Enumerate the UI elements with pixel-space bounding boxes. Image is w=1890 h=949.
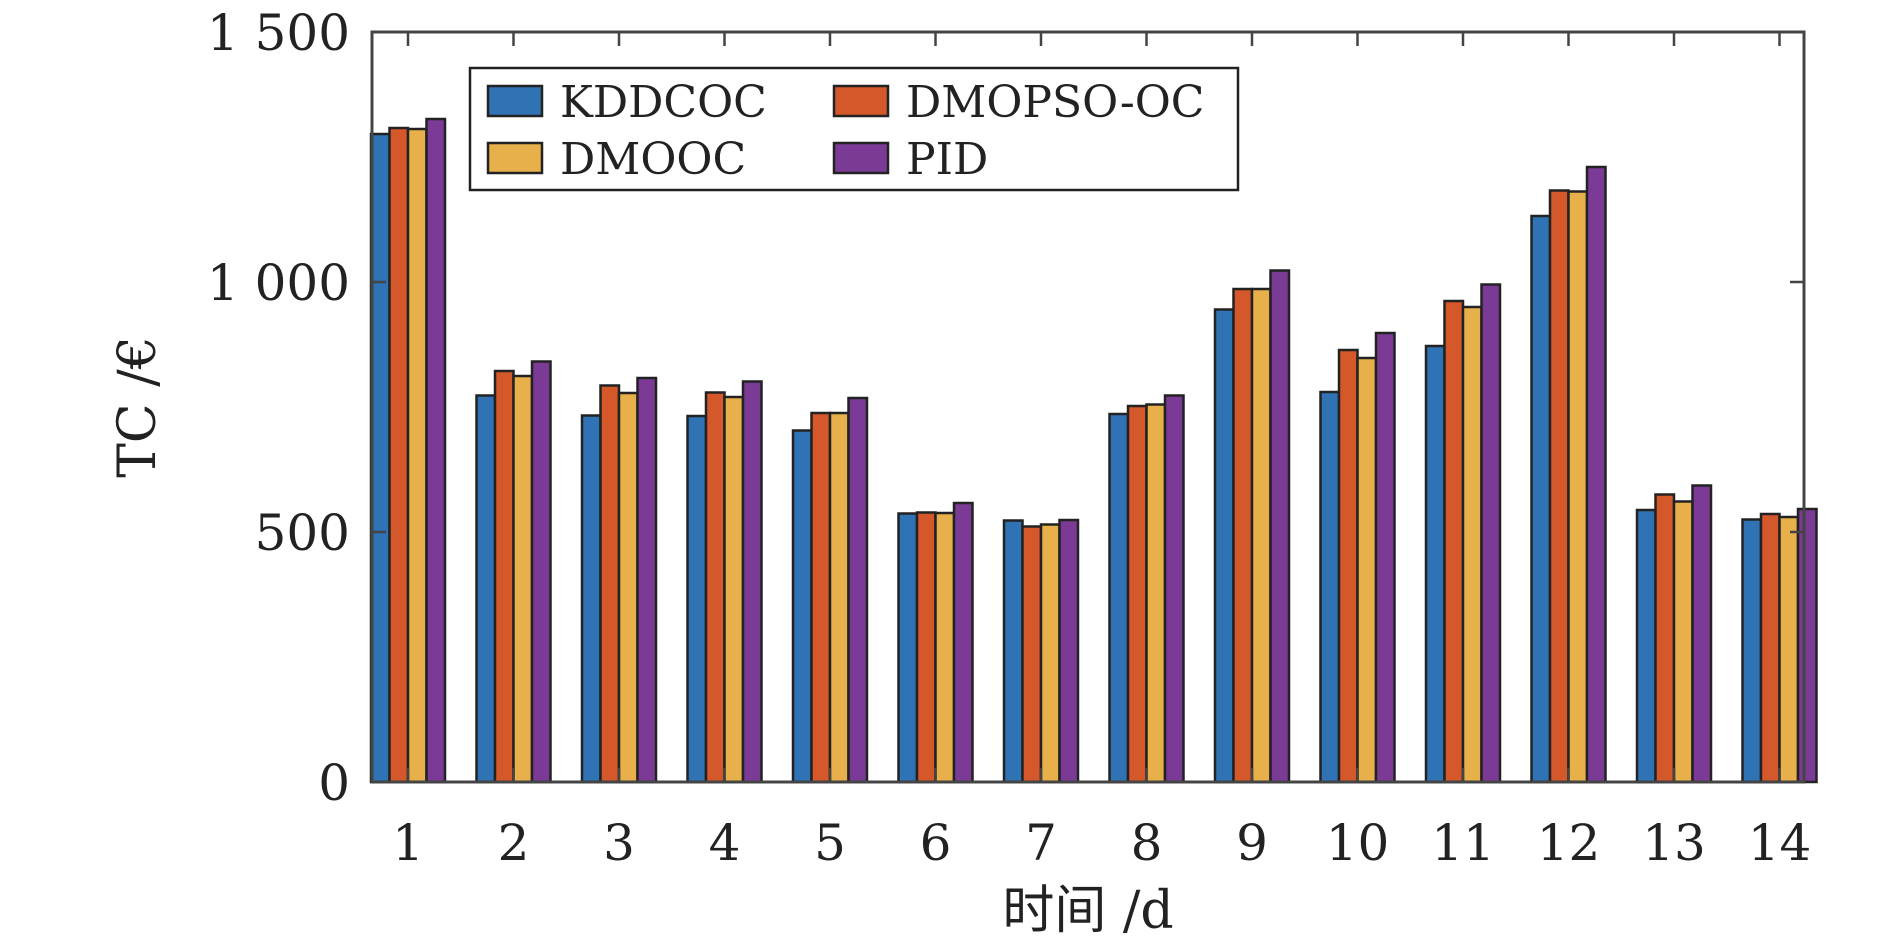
bar xyxy=(1126,404,1148,784)
bar xyxy=(1567,190,1589,784)
bar xyxy=(915,511,937,784)
bar xyxy=(1424,344,1446,784)
bar xyxy=(1021,525,1043,784)
x-tick-label: 8 xyxy=(1131,814,1163,872)
bar xyxy=(1548,189,1570,784)
bar xyxy=(1443,299,1465,784)
bar xyxy=(704,391,726,784)
bar xyxy=(1356,356,1378,784)
bar xyxy=(1269,269,1291,784)
bar xyxy=(1163,394,1185,784)
bar xyxy=(530,360,552,784)
bar xyxy=(741,380,763,784)
y-tick-label: 0 xyxy=(318,754,350,812)
bar xyxy=(493,369,515,784)
x-tick-label: 14 xyxy=(1748,814,1812,872)
bar xyxy=(847,396,869,784)
bar xyxy=(952,501,974,784)
bar xyxy=(897,512,919,784)
bar xyxy=(1672,500,1694,784)
bar xyxy=(1759,512,1781,784)
bar xyxy=(599,384,621,784)
legend-swatch xyxy=(832,141,890,175)
bar xyxy=(723,395,745,784)
bar xyxy=(1635,508,1657,784)
bar xyxy=(828,411,850,784)
bar xyxy=(1250,287,1272,784)
bar xyxy=(636,376,658,784)
legend-label: DMOPSO-OC xyxy=(906,77,1204,128)
bar xyxy=(1585,165,1607,784)
bar xyxy=(580,414,602,784)
x-tick-label: 13 xyxy=(1642,814,1706,872)
y-axis-label: TC /€ xyxy=(108,336,168,478)
legend-label: PID xyxy=(906,134,988,185)
bar xyxy=(1319,390,1341,784)
bar xyxy=(791,429,813,784)
bar xyxy=(1213,308,1235,784)
bar xyxy=(475,394,497,784)
bar xyxy=(1058,518,1080,784)
bar xyxy=(934,511,956,784)
bar xyxy=(406,127,428,784)
bar xyxy=(1480,283,1502,784)
x-tick-label: 1 xyxy=(392,814,424,872)
y-tick-label: 1 000 xyxy=(207,254,350,312)
bar xyxy=(1530,214,1552,784)
legend: KDDCOC DMOPSO-OC DMOOC PID xyxy=(468,66,1240,192)
x-tick-label: 7 xyxy=(1025,814,1057,872)
bar xyxy=(369,132,391,784)
bar xyxy=(686,414,708,784)
bar xyxy=(1796,507,1818,784)
bar xyxy=(512,374,534,784)
bar xyxy=(1108,412,1130,784)
bar xyxy=(1461,305,1483,784)
legend-label: DMOOC xyxy=(560,134,746,185)
bar xyxy=(1145,403,1167,784)
bar xyxy=(1741,518,1763,784)
x-tick-labels: 1 2 3 4 5 6 7 8 9 10 11 12 13 14 xyxy=(392,814,1811,872)
bar xyxy=(1654,493,1676,784)
x-tick-label: 9 xyxy=(1236,814,1268,872)
bar xyxy=(1374,331,1396,784)
bar xyxy=(617,391,639,784)
plot-frame xyxy=(370,30,1806,784)
x-tick-label: 11 xyxy=(1431,814,1495,872)
legend-swatch xyxy=(832,84,890,118)
x-tick-label: 3 xyxy=(603,814,635,872)
y-tick-label: 1 500 xyxy=(207,4,350,62)
bar xyxy=(1232,287,1254,784)
y-tick-label: 500 xyxy=(255,504,350,562)
bar xyxy=(810,411,832,784)
bar xyxy=(388,126,410,784)
x-tick-label: 6 xyxy=(920,814,952,872)
x-tick-label: 12 xyxy=(1537,814,1601,872)
bar xyxy=(1778,515,1800,784)
y-tick-labels: 0 500 1 000 1 500 xyxy=(207,4,350,812)
x-tick-label: 10 xyxy=(1326,814,1390,872)
bar xyxy=(1337,348,1359,784)
bar xyxy=(425,117,447,784)
x-tick-label: 2 xyxy=(498,814,530,872)
x-tick-label: 4 xyxy=(709,814,741,872)
legend-swatch xyxy=(486,84,544,118)
legend-swatch xyxy=(486,141,544,175)
bar xyxy=(1691,484,1713,784)
bar xyxy=(1039,523,1061,784)
x-axis-label: 时间 /d xyxy=(1002,881,1173,941)
x-tick-label: 5 xyxy=(814,814,846,872)
legend-label: KDDCOC xyxy=(560,77,767,128)
bar xyxy=(1002,519,1024,784)
ticks-group xyxy=(372,30,1804,784)
